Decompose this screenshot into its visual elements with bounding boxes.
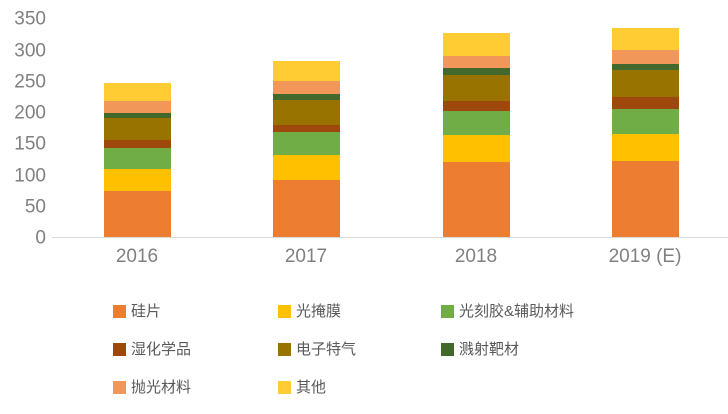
- bar-segment: [103, 168, 171, 191]
- bar-segment: [272, 99, 340, 125]
- legend-item: 抛光材料: [113, 379, 191, 396]
- legend-item: 光刻胶&辅助材料: [441, 303, 574, 320]
- bar-segment: [611, 97, 679, 109]
- bar-2016: [103, 83, 171, 237]
- legend-label: 溅射靶材: [459, 341, 520, 358]
- legend-item: 硅片: [113, 303, 161, 320]
- legend-item: 溅射靶材: [441, 341, 519, 358]
- bar-segment: [442, 100, 510, 111]
- legend-label: 湿化学品: [131, 341, 192, 358]
- y-axis-tick-label: 350: [14, 8, 46, 30]
- y-axis-tick-label: 250: [14, 71, 46, 93]
- legend-marker-icon: [278, 343, 291, 356]
- bar-segment: [611, 70, 679, 97]
- bar-segment: [611, 28, 679, 50]
- legend-label: 电子特气: [296, 341, 357, 358]
- bar-2018: [442, 33, 510, 237]
- legend-label: 光掩膜: [296, 303, 342, 320]
- bar-segment: [272, 180, 340, 237]
- legend-label: 抛光材料: [131, 379, 192, 396]
- bar-segment: [272, 124, 340, 132]
- bar-segment: [442, 68, 510, 76]
- legend-item: 湿化学品: [113, 341, 191, 358]
- bar-segment: [611, 108, 679, 134]
- legend-label: 硅片: [131, 303, 162, 320]
- x-axis-line: [52, 237, 728, 238]
- x-axis-label: 2018: [454, 246, 498, 267]
- bar-2017: [272, 61, 340, 237]
- bar-segment: [611, 160, 679, 237]
- bar-segment: [103, 139, 171, 148]
- legend-item: 光掩膜: [278, 303, 341, 320]
- bar-segment: [103, 83, 171, 101]
- x-axis-label: 2017: [284, 246, 328, 267]
- bar-segment: [442, 33, 510, 56]
- y-axis-tick-label: 100: [14, 165, 46, 186]
- bar-segment: [611, 63, 679, 71]
- legend-marker-icon: [441, 305, 454, 318]
- legend-item: 其他: [278, 379, 326, 396]
- bar-segment: [103, 117, 171, 140]
- bar-segment: [103, 112, 171, 118]
- bar-segment: [611, 133, 679, 161]
- bar-segment: [103, 100, 171, 113]
- legend-marker-icon: [278, 381, 291, 394]
- bar-segment: [103, 190, 171, 237]
- bar-2019E: [611, 28, 679, 237]
- y-axis-tick-label: 200: [14, 102, 46, 124]
- bar-segment: [442, 162, 510, 237]
- y-axis-tick-label: 0: [35, 227, 46, 249]
- legend-marker-icon: [278, 305, 291, 318]
- bar-segment: [272, 80, 340, 94]
- bar-segment: [442, 55, 510, 69]
- legend-marker-icon: [113, 305, 126, 318]
- bar-segment: [442, 110, 510, 136]
- bar-segment: [272, 155, 340, 181]
- bar-segment: [442, 135, 510, 162]
- legend-marker-icon: [113, 343, 126, 356]
- y-axis-tick-label: 50: [24, 196, 46, 218]
- bar-segment: [272, 132, 340, 156]
- x-axis-label: 2019 (E): [608, 246, 682, 267]
- bar-segment: [272, 61, 340, 81]
- bar-segment: [103, 147, 171, 169]
- bar-segment: [442, 75, 510, 101]
- plot-area: 0 50 100 150 200 250 300 350: [14, 8, 728, 248]
- legend-label: 光刻胶&辅助材料: [459, 303, 575, 320]
- legend-label: 其他: [296, 379, 327, 396]
- legend-marker-icon: [441, 343, 454, 356]
- y-axis-tick-label: 150: [14, 133, 46, 155]
- legend-marker-icon: [113, 381, 126, 394]
- bar-segment: [272, 93, 340, 100]
- legend-item: 电子特气: [278, 341, 356, 358]
- x-axis-label: 2016: [115, 246, 159, 267]
- y-axis-tick-label: 300: [14, 40, 46, 61]
- bar-segment: [611, 49, 679, 64]
